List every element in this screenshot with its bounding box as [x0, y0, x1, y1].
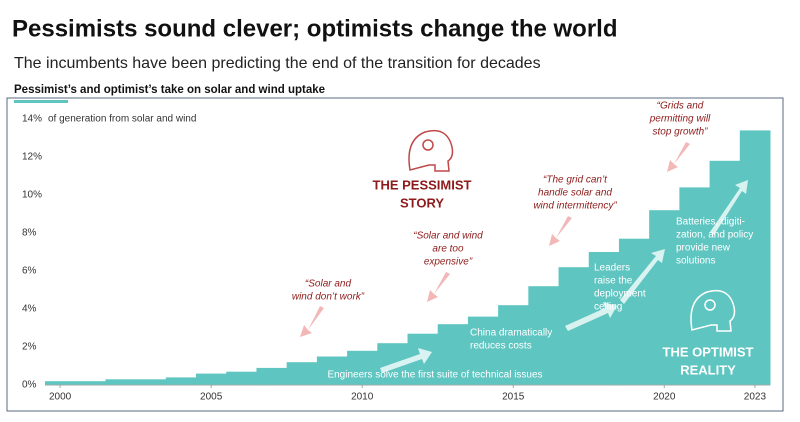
y-tick-label: 12%: [22, 152, 42, 163]
frame: [6, 97, 784, 412]
annotation: wind intermittency”: [533, 201, 617, 212]
step-bar: [316, 356, 348, 385]
step-bar: [196, 373, 227, 385]
annotation: Leaders: [594, 263, 630, 274]
pessimist-arrows: [300, 142, 690, 337]
annotation: wind don’t work”: [292, 292, 365, 303]
step-bar: [286, 362, 318, 385]
annotation: “Solar and: [305, 279, 352, 290]
step-bar: [528, 286, 560, 385]
step-bar: [467, 316, 499, 385]
step-bar: [347, 350, 378, 385]
annotation: raise the: [594, 276, 633, 287]
x-tick-label: 2000: [49, 392, 72, 403]
annotation: stop growth”: [652, 127, 708, 138]
step-bar: [498, 305, 529, 385]
step-bar: [105, 379, 137, 385]
annotation: provide new: [676, 243, 731, 254]
x-tick-label: 2005: [200, 392, 223, 403]
step-bar: [739, 130, 771, 385]
annotation: reduces costs: [470, 341, 532, 352]
step-bar: [135, 379, 167, 385]
pessimist-icon: [408, 129, 454, 172]
annotation: zation, and policy: [676, 230, 753, 241]
step-bar: [679, 187, 711, 385]
annotation: solutions: [676, 256, 715, 267]
annotation: Batteries, digiti-: [676, 217, 745, 228]
annotation: permitting will: [649, 114, 711, 125]
chart-title: Pessimists sound clever; optimists chang…: [12, 15, 618, 42]
step-bar: [618, 238, 650, 385]
x-tick-label: 2023: [744, 392, 767, 403]
optimist-arrows: [380, 180, 748, 373]
annotation: handle solar and: [538, 188, 612, 199]
annotation: deployment: [594, 289, 646, 300]
chart-label: Pessimist’s and optimist’s take on solar…: [14, 84, 325, 96]
annotation: China dramatically: [470, 328, 552, 339]
subtitle: The incumbents have been predicting the …: [14, 55, 541, 72]
y-tick-label: 4%: [22, 304, 37, 315]
x-tick-label: 2020: [653, 392, 676, 403]
annotation: “The grid can’t: [543, 175, 608, 186]
step-bar: [45, 381, 76, 385]
annotation: STORY: [400, 195, 444, 210]
annotation: expensive”: [424, 257, 473, 268]
annotation: ceiling: [594, 302, 622, 313]
annotation: “Solar and wind: [413, 231, 483, 242]
annotation: REALITY: [680, 362, 736, 377]
x-tick-label: 2015: [502, 392, 525, 403]
step-bar: [165, 377, 197, 385]
y-tick-label: 14%: [22, 114, 42, 125]
step-bar: [75, 381, 106, 385]
step-bar: [649, 210, 680, 385]
y-tick-label: 8%: [22, 228, 37, 239]
annotation: are too: [432, 244, 464, 255]
label-underline: [14, 100, 68, 103]
annotation: “Grids and: [657, 101, 704, 112]
optimist-icon: [690, 289, 736, 332]
y-tick-label: 10%: [22, 190, 42, 201]
annotation: Engineers solve the first suite of techn…: [327, 370, 542, 381]
y-tick-label: 0%: [22, 380, 37, 391]
step-bar: [226, 371, 257, 385]
y-tick-label: 2%: [22, 342, 37, 353]
annotation: THE OPTIMIST: [663, 344, 754, 359]
step-bar: [256, 367, 288, 385]
annotation: THE PESSIMIST: [373, 177, 472, 192]
step-bar: [437, 324, 469, 385]
y-axis-label: of generation from solar and wind: [48, 114, 196, 125]
x-tick-label: 2010: [351, 392, 374, 403]
y-tick-label: 6%: [22, 266, 37, 277]
